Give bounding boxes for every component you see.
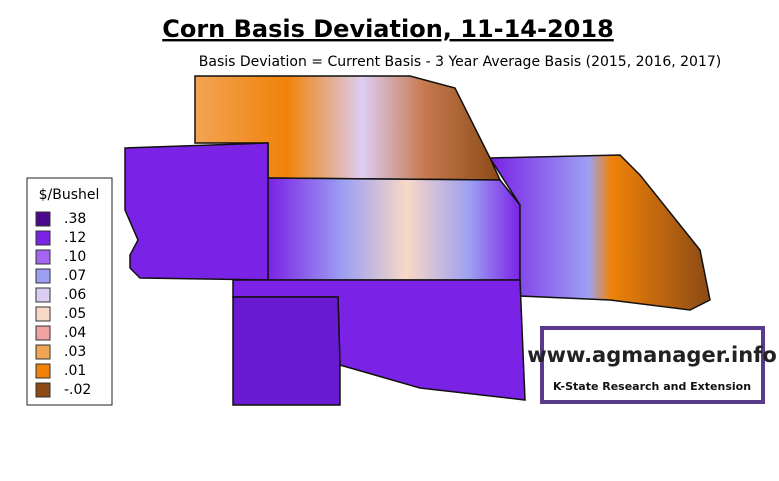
legend-swatch bbox=[35, 382, 51, 398]
legend-label: .38 bbox=[64, 211, 86, 227]
logo-box bbox=[540, 326, 765, 404]
legend-swatch bbox=[35, 325, 51, 341]
legend-swatch bbox=[35, 363, 51, 379]
title: Corn Basis Deviation, 11-14-2018 bbox=[162, 15, 614, 43]
legend-swatch bbox=[35, 268, 51, 284]
legend-swatch bbox=[35, 344, 51, 360]
legend-label: .10 bbox=[64, 249, 86, 265]
legend-swatch bbox=[35, 306, 51, 322]
logo-url: www.agmanager.info bbox=[527, 343, 777, 367]
legend-items: .38 .12 .10 .07 .06 .05 .04 .03 .01 -.02 bbox=[35, 211, 91, 398]
subtitle: Basis Deviation = Current Basis - 3 Year… bbox=[199, 54, 721, 70]
legend-swatch bbox=[35, 249, 51, 265]
texas-panhandle bbox=[232, 296, 341, 406]
colorado bbox=[124, 142, 269, 281]
legend-swatch bbox=[35, 287, 51, 303]
legend-label: .12 bbox=[64, 230, 86, 246]
state-shapes bbox=[124, 75, 711, 406]
legend-swatch bbox=[35, 211, 51, 227]
legend-label: .04 bbox=[64, 325, 86, 341]
legend-label: .05 bbox=[64, 306, 86, 322]
kansas bbox=[267, 177, 521, 281]
legend-label: .01 bbox=[64, 363, 86, 379]
missouri bbox=[488, 154, 711, 311]
logo-org: K-State Research and Extension bbox=[553, 380, 751, 393]
legend-label: .07 bbox=[64, 268, 86, 284]
legend-swatch bbox=[35, 230, 51, 246]
legend-title: $/Bushel bbox=[39, 187, 100, 203]
legend-label: -.02 bbox=[64, 382, 91, 398]
legend-label: .06 bbox=[64, 287, 86, 303]
legend-label: .03 bbox=[64, 344, 86, 360]
